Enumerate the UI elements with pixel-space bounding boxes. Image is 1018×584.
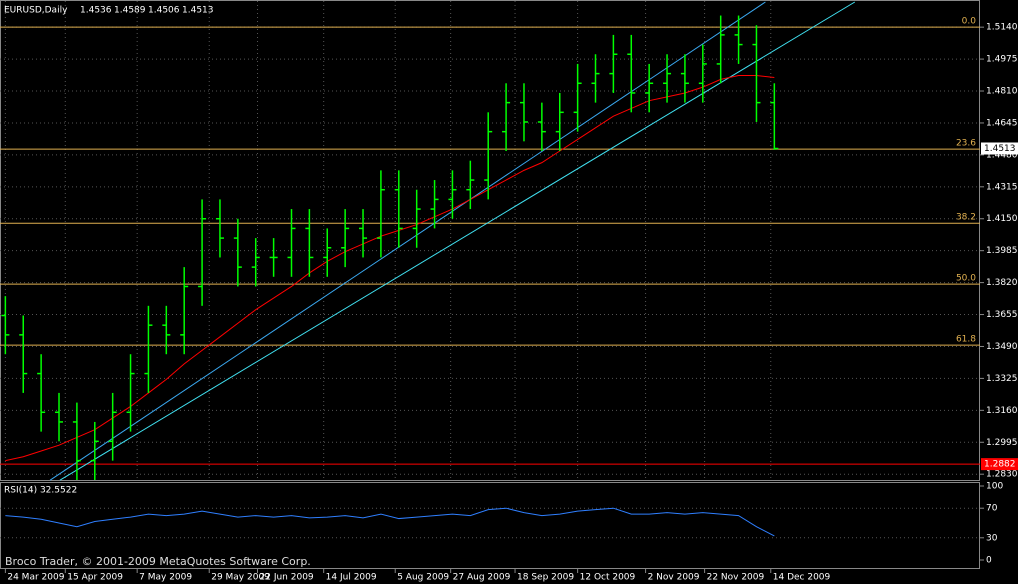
main-panel [0, 0, 980, 481]
y-tick-label: 1.3160 [986, 406, 1018, 416]
x-tick-label: 2 Nov 2009 [648, 573, 700, 583]
trendline [59, 1, 856, 481]
ohlc-high: 1.4589 [114, 6, 146, 16]
stop-level-box [981, 458, 1018, 471]
plot-layer [0, 1, 980, 539]
trendline [49, 1, 766, 481]
y-tick-label: 1.3655 [986, 310, 1018, 320]
price-box-label: 1.4513 [984, 144, 1016, 154]
fib-label: 0.0 [962, 17, 977, 27]
rsi-panel [0, 482, 980, 569]
y-tick-label: 1.4810 [986, 87, 1018, 97]
y-tick-label: 1.4975 [986, 55, 1018, 65]
x-tick-label: 7 May 2009 [139, 573, 192, 583]
ohlc-low: 1.4506 [148, 6, 180, 16]
x-tick-label: 27 Aug 2009 [453, 573, 511, 583]
x-tick-label: 15 Apr 2009 [67, 573, 123, 583]
stop-level-label: 1.2882 [984, 460, 1016, 470]
x-tick-label: 18 Sep 2009 [517, 573, 574, 583]
y-tick-label: 1.4480 [986, 150, 1018, 160]
ohlc-open: 1.4536 [80, 6, 112, 16]
fib-label: 38.2 [956, 213, 976, 223]
y-tick-label: 1.4645 [986, 118, 1018, 128]
x-tick-label: 5 Aug 2009 [397, 573, 449, 583]
watermark: Broco Trader, © 2001-2009 MetaQuotes Sof… [5, 555, 311, 568]
rsi-label: RSI(14) 32.5522 [4, 486, 77, 496]
x-tick-label: 29 May 2009 [211, 573, 270, 583]
rsi-tick-label: 0 [986, 556, 992, 566]
y-tick-label: 1.4150 [986, 214, 1018, 224]
y-tick-label: 1.2830 [986, 470, 1018, 480]
fib-label: 50.0 [956, 274, 976, 284]
x-tick-label: 24 Mar 2009 [7, 573, 64, 583]
x-tick-label: 14 Jul 2009 [326, 573, 377, 583]
moving-average [5, 75, 775, 462]
y-tick-label: 1.3490 [986, 342, 1018, 352]
y-tick-label: 1.3985 [986, 246, 1018, 256]
rsi-line [5, 507, 775, 537]
y-tick-label: 1.3325 [986, 374, 1018, 384]
ohlc-close: 1.4513 [182, 6, 214, 16]
x-tick-label: 22 Nov 2009 [707, 573, 765, 583]
y-tick-label: 1.3820 [986, 278, 1018, 288]
fib-label: 61.8 [956, 335, 976, 345]
x-tick-label: 22 Jun 2009 [260, 573, 314, 583]
x-tick-label: 14 Dec 2009 [773, 573, 831, 583]
price-box [981, 142, 1018, 155]
y-tick-label: 1.2995 [986, 438, 1018, 448]
symbol: EURUSD,Daily [4, 6, 68, 16]
x-tick-label: 12 Oct 2009 [580, 573, 636, 583]
rsi-tick-label: 100 [986, 482, 1003, 492]
rsi-tick-label: 70 [986, 504, 998, 514]
rsi-tick-label: 30 [986, 533, 998, 543]
y-tick-label: 1.5140 [986, 23, 1018, 33]
fib-label: 23.6 [956, 139, 976, 149]
y-tick-label: 1.4315 [986, 182, 1018, 192]
